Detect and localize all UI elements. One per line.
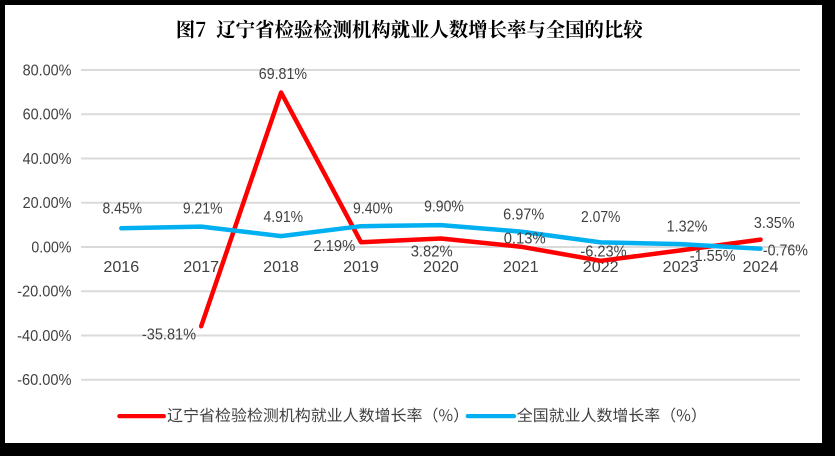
svg-text:9.90%: 9.90% <box>424 199 464 216</box>
svg-text:6.97%: 6.97% <box>503 207 544 224</box>
svg-text:0.13%: 0.13% <box>504 231 546 248</box>
svg-text:-0.76%: -0.76% <box>763 243 808 260</box>
svg-text:3.82%: 3.82% <box>411 244 453 261</box>
svg-text:-40.00%: -40.00% <box>17 328 72 345</box>
svg-text:2022: 2022 <box>583 259 619 276</box>
svg-text:60.00%: 60.00% <box>23 107 72 124</box>
svg-text:2021: 2021 <box>503 259 539 276</box>
svg-text:2017: 2017 <box>183 259 219 276</box>
svg-text:80.00%: 80.00% <box>23 62 72 79</box>
svg-text:3.35%: 3.35% <box>754 215 795 232</box>
svg-text:-60.00%: -60.00% <box>17 372 72 389</box>
svg-text:2020: 2020 <box>423 259 459 276</box>
svg-text:-20.00%: -20.00% <box>17 284 72 301</box>
svg-text:2024: 2024 <box>743 259 779 276</box>
svg-text:9.40%: 9.40% <box>353 200 393 217</box>
svg-text:-6.23%: -6.23% <box>580 244 626 261</box>
svg-text:2.19%: 2.19% <box>313 238 355 255</box>
svg-text:1.32%: 1.32% <box>667 219 708 236</box>
svg-text:2019: 2019 <box>343 259 379 276</box>
svg-text:2.07%: 2.07% <box>581 209 621 226</box>
svg-text:2023: 2023 <box>663 259 699 276</box>
svg-text:20.00%: 20.00% <box>23 195 72 212</box>
svg-text:69.81%: 69.81% <box>259 66 307 83</box>
svg-text:2016: 2016 <box>103 259 139 276</box>
svg-text:9.21%: 9.21% <box>183 200 223 217</box>
svg-text:8.45%: 8.45% <box>103 200 143 217</box>
svg-text:-35.81%: -35.81% <box>142 327 196 344</box>
svg-text:-1.55%: -1.55% <box>690 248 736 265</box>
svg-text:2018: 2018 <box>263 259 299 276</box>
svg-text:0.00%: 0.00% <box>31 239 71 256</box>
svg-text:4.91%: 4.91% <box>264 209 304 226</box>
svg-text:40.00%: 40.00% <box>23 151 72 168</box>
